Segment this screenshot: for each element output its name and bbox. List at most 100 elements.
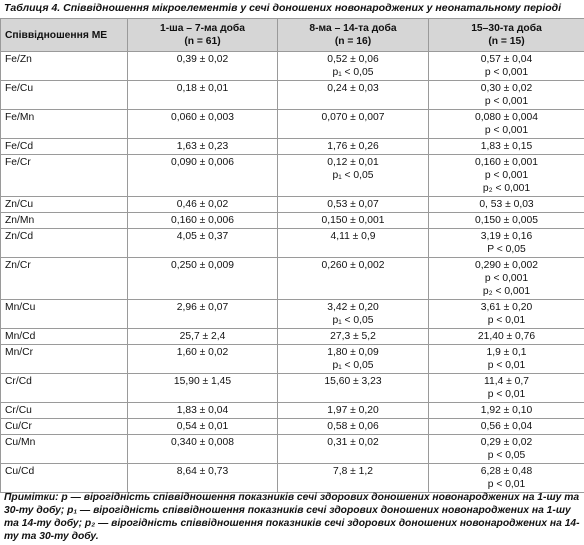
cell-line: 0,46 ± 0,02 <box>176 199 229 210</box>
row-label: Cr/Cd <box>0 373 128 403</box>
table-row: Zn/Cr 0,250 ± 0,009 0,260 ± 0,002 0,290 ± 0… <box>0 257 584 300</box>
table-cell: 0,54 ± 0,01 <box>127 418 278 435</box>
cell-line: p₁ < 0,05 <box>332 67 374 78</box>
cell-line: 0,29 ± 0,02 <box>480 437 533 448</box>
cell-line: Fe/Cu <box>5 83 34 94</box>
row-label: Cu/Cd <box>0 463 128 493</box>
cell-line: 1,83 ± 0,04 <box>176 405 229 416</box>
table-cell: 2,96 ± 0,07 <box>127 299 278 329</box>
cell-line: 7,8 ± 1,2 <box>332 466 373 477</box>
table-cell: 0,52 ± 0,06 p₁ < 0,05 <box>277 51 429 81</box>
table-cell: 0,24 ± 0,03 <box>277 80 429 110</box>
cell-line: 0,58 ± 0,06 <box>327 421 379 432</box>
cell-line: Cr/Cu <box>5 405 32 416</box>
row-label: Cr/Cu <box>0 402 128 419</box>
table-cell: 0,160 ± 0,006 <box>127 212 278 229</box>
cell-line: 0,56 ± 0,04 <box>480 421 533 432</box>
table-cell: 0,31 ± 0,02 <box>277 434 429 464</box>
cell-line: p₁ < 0,05 <box>332 170 374 181</box>
cell-line: 1,63 ± 0,23 <box>176 141 229 152</box>
table-cell: 0,250 ± 0,009 <box>127 257 278 300</box>
cell-line: 11,4 ± 0,7 <box>484 376 529 387</box>
cell-line: 1,83 ± 0,15 <box>480 141 533 152</box>
cell-line: 1,92 ± 0,10 <box>480 405 533 416</box>
cell-line: 0,24 ± 0,03 <box>327 83 379 94</box>
table-note: Примітки: p — вірогідність співвідношенн… <box>4 492 580 542</box>
cell-line: 0,150 ± 0,001 <box>321 215 385 226</box>
table-row: Zn/Mn 0,160 ± 0,006 0,150 ± 0,001 0,150 ± 0… <box>0 212 584 229</box>
table-cell: 0,150 ± 0,001 <box>277 212 429 229</box>
table-cell: 0,290 ± 0,002 p < 0,001 p₂ < 0,001 <box>428 257 584 300</box>
cell-line: 3,61 ± 0,20 <box>480 302 533 313</box>
header-row: Співвідношення МЕ 1-ша – 7-ма доба (n = 61… <box>0 18 584 52</box>
cell-line: Zn/Cr <box>5 260 31 271</box>
table-cell: 0,46 ± 0,02 <box>127 196 278 213</box>
cell-line: Cu/Cd <box>5 466 35 477</box>
cell-line: p₁ < 0,05 <box>332 360 374 371</box>
cell-line: 0,52 ± 0,06 <box>327 54 379 65</box>
row-label: Mn/Cr <box>0 344 128 374</box>
table-cell: 0,080 ± 0,004 p < 0,001 <box>428 109 584 139</box>
cell-line: Zn/Cd <box>5 231 34 242</box>
cell-line: p < 0,05 <box>487 450 526 461</box>
table-cell: 0,340 ± 0,008 <box>127 434 278 464</box>
cell-line: Mn/Cd <box>5 331 36 342</box>
table-cell: 4,05 ± 0,37 <box>127 228 278 258</box>
table-cell: 15,90 ± 1,45 <box>127 373 278 403</box>
cell-line: 15,90 ± 1,45 <box>173 376 232 387</box>
cell-line: 0,060 ± 0,003 <box>171 112 234 123</box>
column-header: Співвідношення МЕ <box>0 18 128 52</box>
cell-line: (n = 15) <box>488 36 525 47</box>
cell-line: Cr/Cd <box>5 376 32 387</box>
table-cell: 0,060 ± 0,003 <box>127 109 278 139</box>
cell-line: 0,12 ± 0,01 <box>327 157 379 168</box>
cell-line: 0,53 ± 0,07 <box>327 199 379 210</box>
cell-line: 8,64 ± 0,73 <box>176 466 229 477</box>
cell-line: 0,31 ± 0,02 <box>327 437 379 448</box>
row-label: Zn/Cd <box>0 228 128 258</box>
cell-line: p₁ < 0,05 <box>332 315 374 326</box>
row-label: Fe/Zn <box>0 51 128 81</box>
table-cell: 4,11 ± 0,9 <box>277 228 429 258</box>
cell-line: 4,11 ± 0,9 <box>330 231 376 242</box>
cell-line: Fe/Cd <box>5 141 34 152</box>
table-cell: 1,83 ± 0,15 <box>428 138 584 155</box>
data-table: Співвідношення МЕ 1-ша – 7-ма доба (n = 61… <box>0 18 584 493</box>
cell-line: Mn/Cu <box>5 302 36 313</box>
row-label: Cu/Mn <box>0 434 128 464</box>
table-cell: 1,9 ± 0,1 p < 0,01 <box>428 344 584 374</box>
cell-line: p < 0,001 <box>484 96 529 107</box>
cell-line: p < 0,01 <box>487 479 526 490</box>
cell-line: 21,40 ± 0,76 <box>477 331 536 342</box>
table-cell: 3,42 ± 0,20 p₁ < 0,05 <box>277 299 429 329</box>
row-label: Fe/Mn <box>0 109 128 139</box>
table-cell: 21,40 ± 0,76 <box>428 328 584 345</box>
table-cell: 3,19 ± 0,16 P < 0,05 <box>428 228 584 258</box>
cell-line: p < 0,001 <box>484 125 529 136</box>
cell-line: 25,7 ± 2,4 <box>179 331 226 342</box>
cell-line: P < 0,05 <box>487 244 526 255</box>
cell-line: p < 0,01 <box>487 360 526 371</box>
cell-line: 0,340 ± 0,008 <box>171 437 234 448</box>
cell-line: 0,160 ± 0,001 <box>475 157 538 168</box>
cell-line: 15,60 ± 3,23 <box>324 376 382 387</box>
row-label: Mn/Cd <box>0 328 128 345</box>
table-row: Zn/Cu 0,46 ± 0,02 0,53 ± 0,07 0, 53 ± 0,03 <box>0 196 584 213</box>
table-cell: 0,070 ± 0,007 <box>277 109 429 139</box>
row-label: Fe/Cu <box>0 80 128 110</box>
table-cell: 27,3 ± 5,2 <box>277 328 429 345</box>
cell-line: Fe/Cr <box>5 157 31 168</box>
table-cell: 8,64 ± 0,73 <box>127 463 278 493</box>
cell-line: Cu/Mn <box>5 437 36 448</box>
row-label: Zn/Cu <box>0 196 128 213</box>
row-label: Fe/Cr <box>0 154 128 197</box>
cell-line: 0,160 ± 0,006 <box>171 215 234 226</box>
cell-line: 6,28 ± 0,48 <box>480 466 533 477</box>
row-label: Zn/Mn <box>0 212 128 229</box>
cell-line: 0,080 ± 0,004 <box>475 112 538 123</box>
cell-line: 1,60 ± 0,02 <box>176 347 229 358</box>
table-row: Mn/Cd 25,7 ± 2,4 27,3 ± 5,2 21,40 ± 0,76 <box>0 328 584 345</box>
row-label: Fe/Cd <box>0 138 128 155</box>
table-cell: 1,76 ± 0,26 <box>277 138 429 155</box>
